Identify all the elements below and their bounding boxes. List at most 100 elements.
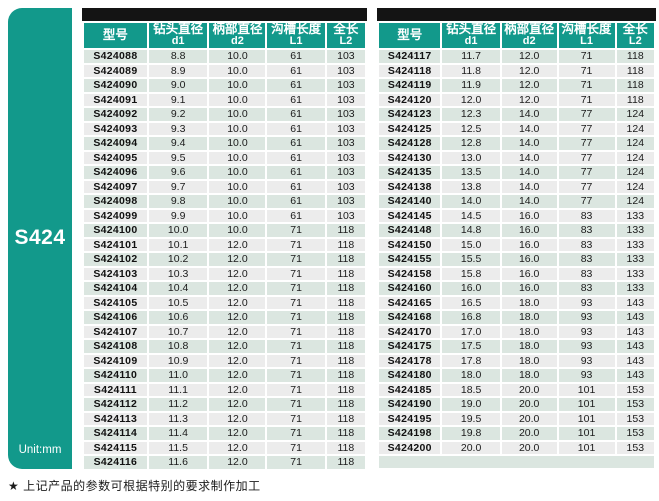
value-cell: 118: [326, 456, 365, 469]
value-cell: 83: [558, 282, 615, 295]
value-cell: 83: [558, 253, 615, 266]
table-row: S424103 10.3 12.0 71 118: [84, 267, 365, 280]
value-cell: 133: [616, 224, 654, 237]
value-cell: 143: [616, 311, 654, 324]
value-cell: 77: [558, 108, 615, 121]
model-cell: S424150: [379, 238, 441, 251]
value-cell: 12.0: [209, 238, 266, 251]
value-cell: 12.0: [209, 282, 266, 295]
value-cell: 118: [326, 383, 365, 396]
model-cell: S424118: [379, 64, 441, 77]
model-cell: S424102: [84, 253, 147, 266]
column-header: 钻头直径 d1: [442, 23, 500, 48]
value-cell: 18.0: [501, 296, 557, 309]
value-cell: 71: [267, 383, 325, 396]
value-cell: 13.8: [442, 180, 500, 193]
value-cell: 61: [267, 108, 325, 121]
table-header: 型号 钻头直径 d1 柄部直径 d2 沟槽长度 L1 全长 L2: [379, 23, 654, 48]
value-cell: 12.0: [501, 93, 557, 106]
model-cell: S424128: [379, 137, 441, 150]
value-cell: 10.6: [148, 311, 208, 324]
value-cell: 12.0: [209, 340, 266, 353]
table-row: S424117 11.7 12.0 71 118: [379, 50, 654, 63]
column-header: 柄部直径 d2: [209, 23, 266, 48]
value-cell: 20.0: [501, 441, 557, 454]
model-cell: S424119: [379, 79, 441, 92]
value-cell: 9.5: [148, 151, 208, 164]
table-row: S424185 18.5 20.0 101 153: [379, 383, 654, 396]
column-header: 型号: [84, 23, 147, 48]
table-row: S424112 11.2 12.0 71 118: [84, 398, 365, 411]
value-cell: 118: [326, 253, 365, 266]
model-cell: S424185: [379, 383, 441, 396]
value-cell: 118: [616, 64, 654, 77]
model-cell: S424200: [379, 441, 441, 454]
table-row: S424178 17.8 18.0 93 143: [379, 354, 654, 367]
value-cell: 118: [326, 398, 365, 411]
value-cell: 16.0: [501, 224, 557, 237]
model-cell: S424155: [379, 253, 441, 266]
value-cell: 10.0: [209, 122, 266, 135]
value-cell: 13.0: [442, 151, 500, 164]
value-cell: 61: [267, 151, 325, 164]
table-row: S424102 10.2 12.0 71 118: [84, 253, 365, 266]
model-cell: S424130: [379, 151, 441, 164]
empty-filler-row: [379, 456, 654, 468]
value-cell: 77: [558, 151, 615, 164]
table-row: S424099 9.9 10.0 61 103: [84, 209, 365, 222]
table-row: S424128 12.8 14.0 77 124: [379, 137, 654, 150]
value-cell: 143: [616, 369, 654, 382]
value-cell: 10.2: [148, 253, 208, 266]
model-cell: S424090: [84, 79, 147, 92]
column-header: 沟槽长度 L1: [267, 23, 325, 48]
column-subtitle: d2: [231, 35, 244, 48]
value-cell: 83: [558, 224, 615, 237]
value-cell: 18.0: [501, 311, 557, 324]
model-cell: S424145: [379, 209, 441, 222]
value-cell: 11.0: [148, 369, 208, 382]
value-cell: 12.0: [501, 79, 557, 92]
table-row: S424105 10.5 12.0 71 118: [84, 296, 365, 309]
value-cell: 118: [616, 93, 654, 106]
value-cell: 9.7: [148, 180, 208, 193]
table-row: S424180 18.0 18.0 93 143: [379, 369, 654, 382]
value-cell: 10.0: [209, 209, 266, 222]
value-cell: 153: [616, 427, 654, 440]
column-header: 沟槽长度 L1: [558, 23, 615, 48]
value-cell: 10.8: [148, 340, 208, 353]
value-cell: 15.5: [442, 253, 500, 266]
value-cell: 118: [326, 282, 365, 295]
table-row: S424138 13.8 14.0 77 124: [379, 180, 654, 193]
value-cell: 101: [558, 412, 615, 425]
value-cell: 12.5: [442, 122, 500, 135]
table-row: S424118 11.8 12.0 71 118: [379, 64, 654, 77]
value-cell: 16.5: [442, 296, 500, 309]
value-cell: 10.1: [148, 238, 208, 251]
value-cell: 118: [326, 311, 365, 324]
value-cell: 14.8: [442, 224, 500, 237]
value-cell: 118: [326, 369, 365, 382]
value-cell: 20.0: [501, 398, 557, 411]
value-cell: 71: [267, 441, 325, 454]
value-cell: 124: [616, 151, 654, 164]
table-row: S424097 9.7 10.0 61 103: [84, 180, 365, 193]
table-row: S424101 10.1 12.0 71 118: [84, 238, 365, 251]
table-row: S424104 10.4 12.0 71 118: [84, 282, 365, 295]
value-cell: 103: [326, 195, 365, 208]
value-cell: 10.0: [209, 79, 266, 92]
value-cell: 18.0: [501, 340, 557, 353]
value-cell: 93: [558, 311, 615, 324]
value-cell: 10.0: [148, 224, 208, 237]
table-row: S424089 8.9 10.0 61 103: [84, 64, 365, 77]
model-cell: S424096: [84, 166, 147, 179]
value-cell: 16.0: [501, 209, 557, 222]
model-cell: S424099: [84, 209, 147, 222]
value-cell: 19.8: [442, 427, 500, 440]
column-title: 全长: [622, 22, 648, 37]
value-cell: 12.0: [209, 369, 266, 382]
value-cell: 143: [616, 340, 654, 353]
column-header: 钻头直径 d1: [148, 23, 208, 48]
series-label: S424: [14, 226, 66, 249]
value-cell: 13.5: [442, 166, 500, 179]
